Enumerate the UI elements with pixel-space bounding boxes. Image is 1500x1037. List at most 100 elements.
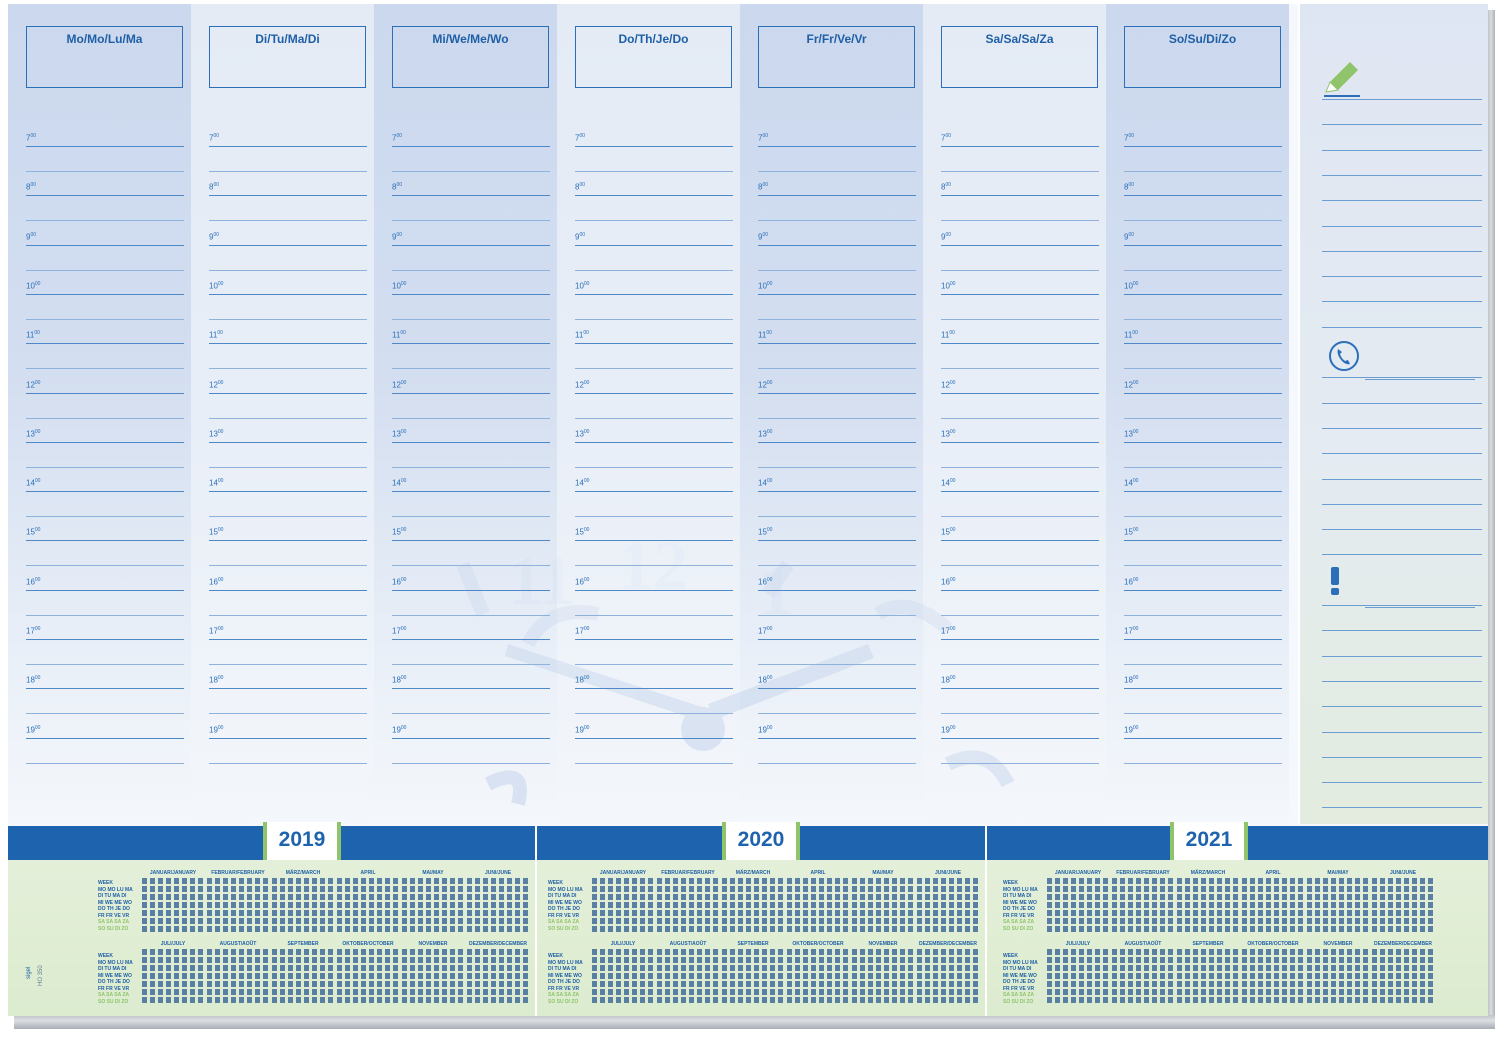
half-hour-slot-line[interactable] <box>575 417 733 419</box>
half-hour-slot-line[interactable] <box>575 614 733 616</box>
half-hour-slot-line[interactable] <box>758 713 916 715</box>
hour-slot-line[interactable] <box>209 146 367 147</box>
half-hour-slot-line[interactable] <box>1124 417 1282 419</box>
half-hour-slot-line[interactable] <box>392 664 550 665</box>
hour-slot-line[interactable] <box>209 244 367 246</box>
half-hour-slot-line[interactable] <box>209 466 367 468</box>
note-line[interactable] <box>1322 174 1482 176</box>
hour-slot-line[interactable] <box>209 343 367 345</box>
hour-slot-line[interactable] <box>26 639 184 640</box>
half-hour-slot-line[interactable] <box>26 713 184 715</box>
day-header-box[interactable]: Fr/Fr/Ve/Vr <box>758 26 915 88</box>
half-hour-slot-line[interactable] <box>1124 664 1282 665</box>
hour-slot-line[interactable] <box>1124 688 1282 690</box>
icon-note-line[interactable] <box>1365 379 1475 380</box>
half-hour-slot-line[interactable] <box>941 220 1099 222</box>
note-line[interactable] <box>1322 402 1482 404</box>
half-hour-slot-line[interactable] <box>1124 171 1282 172</box>
note-line[interactable] <box>1322 782 1482 784</box>
hour-slot-line[interactable] <box>941 195 1099 197</box>
hour-slot-line[interactable] <box>392 244 550 246</box>
half-hour-slot-line[interactable] <box>209 664 367 665</box>
half-hour-slot-line[interactable] <box>758 220 916 222</box>
hour-slot-line[interactable] <box>26 244 184 246</box>
hour-slot-line[interactable] <box>758 441 916 443</box>
hour-slot-line[interactable] <box>209 688 367 690</box>
half-hour-slot-line[interactable] <box>26 220 184 222</box>
half-hour-slot-line[interactable] <box>941 269 1099 271</box>
hour-slot-line[interactable] <box>575 589 733 591</box>
hour-slot-line[interactable] <box>26 343 184 345</box>
hour-slot-line[interactable] <box>1124 491 1282 493</box>
hour-slot-line[interactable] <box>209 441 367 443</box>
hour-slot-line[interactable] <box>209 195 367 197</box>
hour-slot-line[interactable] <box>941 540 1099 542</box>
hour-slot-line[interactable] <box>1124 195 1282 197</box>
hour-slot-line[interactable] <box>575 293 733 295</box>
half-hour-slot-line[interactable] <box>758 565 916 567</box>
hour-slot-line[interactable] <box>392 293 550 295</box>
hour-slot-line[interactable] <box>575 639 733 640</box>
hour-slot-line[interactable] <box>1124 293 1282 295</box>
hour-slot-line[interactable] <box>941 293 1099 295</box>
hour-slot-line[interactable] <box>26 392 184 394</box>
half-hour-slot-line[interactable] <box>209 713 367 715</box>
half-hour-slot-line[interactable] <box>758 762 916 764</box>
half-hour-slot-line[interactable] <box>26 664 184 665</box>
hour-slot-line[interactable] <box>575 441 733 443</box>
half-hour-slot-line[interactable] <box>209 220 367 222</box>
day-header-box[interactable]: Do/Th/Je/Do <box>575 26 732 88</box>
hour-slot-line[interactable] <box>1124 146 1282 147</box>
half-hour-slot-line[interactable] <box>941 516 1099 518</box>
hour-slot-line[interactable] <box>392 589 550 591</box>
half-hour-slot-line[interactable] <box>392 713 550 715</box>
half-hour-slot-line[interactable] <box>1124 318 1282 320</box>
half-hour-slot-line[interactable] <box>26 762 184 764</box>
half-hour-slot-line[interactable] <box>26 318 184 320</box>
day-header-box[interactable]: Mi/We/Me/Wo <box>392 26 549 88</box>
half-hour-slot-line[interactable] <box>26 171 184 172</box>
hour-slot-line[interactable] <box>209 589 367 591</box>
half-hour-slot-line[interactable] <box>209 417 367 419</box>
half-hour-slot-line[interactable] <box>941 713 1099 715</box>
half-hour-slot-line[interactable] <box>392 269 550 271</box>
hour-slot-line[interactable] <box>209 491 367 493</box>
note-line[interactable] <box>1322 731 1482 733</box>
half-hour-slot-line[interactable] <box>575 220 733 222</box>
hour-slot-line[interactable] <box>758 392 916 394</box>
hour-slot-line[interactable] <box>758 540 916 542</box>
half-hour-slot-line[interactable] <box>26 269 184 271</box>
half-hour-slot-line[interactable] <box>575 269 733 271</box>
half-hour-slot-line[interactable] <box>1124 466 1282 468</box>
hour-slot-line[interactable] <box>26 195 184 197</box>
note-line[interactable] <box>1322 605 1482 606</box>
half-hour-slot-line[interactable] <box>209 614 367 616</box>
hour-slot-line[interactable] <box>26 540 184 542</box>
hour-slot-line[interactable] <box>26 589 184 591</box>
half-hour-slot-line[interactable] <box>209 565 367 567</box>
note-line[interactable] <box>1322 807 1482 809</box>
hour-slot-line[interactable] <box>575 737 733 739</box>
note-line[interactable] <box>1322 630 1482 632</box>
hour-slot-line[interactable] <box>575 343 733 345</box>
half-hour-slot-line[interactable] <box>941 664 1099 665</box>
half-hour-slot-line[interactable] <box>941 762 1099 764</box>
half-hour-slot-line[interactable] <box>941 417 1099 419</box>
half-hour-slot-line[interactable] <box>209 318 367 320</box>
half-hour-slot-line[interactable] <box>941 368 1099 370</box>
half-hour-slot-line[interactable] <box>575 318 733 320</box>
half-hour-slot-line[interactable] <box>575 368 733 370</box>
hour-slot-line[interactable] <box>26 441 184 443</box>
hour-slot-line[interactable] <box>1124 639 1282 640</box>
hour-slot-line[interactable] <box>941 392 1099 394</box>
half-hour-slot-line[interactable] <box>575 565 733 567</box>
hour-slot-line[interactable] <box>392 639 550 640</box>
note-line[interactable] <box>1322 706 1482 708</box>
hour-slot-line[interactable] <box>392 688 550 690</box>
hour-slot-line[interactable] <box>941 639 1099 640</box>
half-hour-slot-line[interactable] <box>26 516 184 518</box>
hour-slot-line[interactable] <box>26 688 184 690</box>
hour-slot-line[interactable] <box>26 293 184 295</box>
hour-slot-line[interactable] <box>392 146 550 147</box>
hour-slot-line[interactable] <box>209 392 367 394</box>
